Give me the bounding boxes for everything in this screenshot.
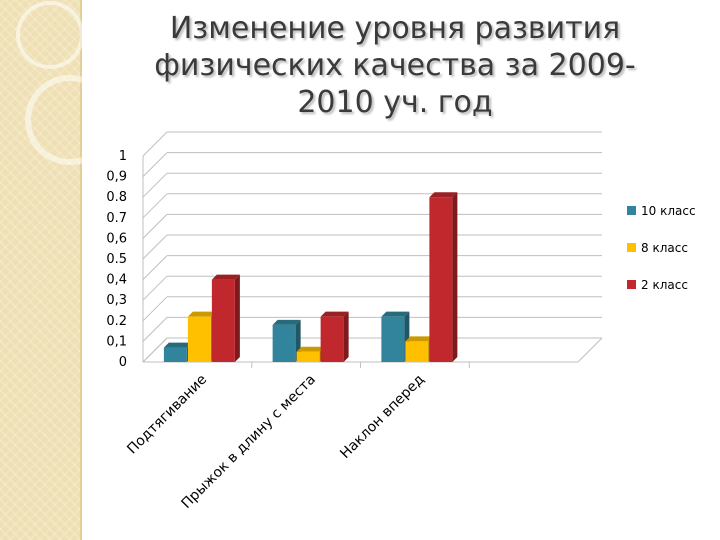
gridline-side bbox=[142, 152, 168, 177]
bar-top bbox=[429, 192, 458, 198]
legend-label: 10 класс bbox=[641, 204, 696, 218]
gridline-side bbox=[142, 255, 168, 280]
gridline-side bbox=[142, 131, 168, 157]
bar bbox=[187, 316, 211, 362]
gridline-side bbox=[142, 214, 168, 239]
y-tick-label: 0,1 bbox=[106, 334, 127, 349]
y-tick-label: 0,6 bbox=[106, 231, 127, 246]
legend-label: 8 класс bbox=[641, 241, 688, 255]
slide-title-line: 2010 уч. год bbox=[297, 85, 493, 120]
slide-title-line: физических качества за 2009- bbox=[154, 48, 636, 83]
y-tick-label: 0.8 bbox=[106, 190, 127, 205]
bar-top bbox=[187, 311, 216, 317]
bar-top bbox=[405, 336, 434, 342]
decorative-circles bbox=[16, 1, 115, 165]
gridline-side bbox=[142, 172, 168, 198]
bar-top bbox=[163, 342, 192, 348]
gridline-side bbox=[142, 337, 168, 363]
bar-top bbox=[320, 311, 349, 317]
y-tick-label: 0,3 bbox=[106, 293, 127, 308]
y-tick-label: 0.2 bbox=[106, 314, 127, 329]
bar bbox=[320, 316, 344, 362]
bar-side bbox=[234, 274, 240, 362]
x-category-label: Подтягивание bbox=[124, 372, 210, 458]
bar-top bbox=[211, 274, 240, 280]
deco-circle-top bbox=[16, 1, 84, 69]
bar bbox=[405, 341, 429, 362]
y-tick-label: 0 bbox=[119, 355, 127, 370]
bar bbox=[163, 347, 187, 362]
gridline-side bbox=[142, 317, 168, 342]
bar bbox=[211, 279, 235, 362]
bar bbox=[296, 351, 320, 362]
bar-side bbox=[452, 192, 458, 362]
bar bbox=[429, 197, 453, 362]
y-tick-label: 0,9 bbox=[106, 170, 127, 185]
bar-top bbox=[272, 319, 301, 325]
gridline-side bbox=[142, 234, 168, 260]
floor-right-edge bbox=[577, 337, 603, 363]
gridline-side bbox=[142, 275, 168, 301]
gridline-side bbox=[142, 296, 168, 322]
bar-top bbox=[296, 346, 325, 352]
deco-circle-bottom bbox=[25, 75, 115, 165]
bar bbox=[381, 316, 405, 362]
bar-side bbox=[343, 311, 349, 362]
bar bbox=[272, 324, 296, 362]
y-tick-label: 0.7 bbox=[106, 211, 127, 226]
gridline-side bbox=[142, 193, 168, 219]
bar-top bbox=[381, 311, 410, 317]
sidebar-divider bbox=[80, 0, 82, 540]
y-tick-label: 1 bbox=[119, 149, 127, 164]
y-tick-label: 0.5 bbox=[106, 252, 127, 267]
legend-swatch bbox=[627, 280, 636, 289]
slide-title-line: Изменение уровня развития bbox=[169, 11, 621, 46]
legend-swatch bbox=[627, 243, 636, 252]
x-category-label: Наклон вперед bbox=[337, 372, 427, 462]
y-tick-label: 0,4 bbox=[106, 273, 127, 288]
legend-label: 2 класс bbox=[641, 278, 688, 292]
slide-title: Изменение уровня развития физических кач… bbox=[120, 10, 670, 121]
legend-swatch bbox=[627, 206, 636, 215]
